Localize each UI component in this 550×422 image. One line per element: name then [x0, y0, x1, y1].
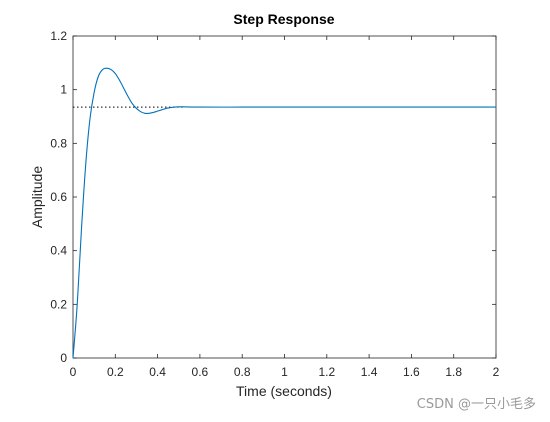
x-tick-label: 0.2 — [107, 365, 124, 379]
y-axis-label: Amplitude — [29, 166, 45, 228]
x-tick-label: 0 — [70, 365, 77, 379]
x-axis-label: Time (seconds) — [236, 383, 332, 399]
step-response-line — [72, 67, 496, 359]
x-tick-label: 0.8 — [234, 365, 251, 379]
x-tick-label: 2 — [493, 365, 500, 379]
x-tick-label: 0.6 — [192, 365, 209, 379]
x-tick-label: 1 — [281, 365, 288, 379]
y-tick-label: 0.8 — [50, 136, 67, 150]
chart-title: Step Response — [233, 11, 334, 27]
y-tick-label: 0.6 — [50, 190, 67, 204]
y-tick-label: 1 — [60, 83, 67, 97]
y-tick-label: 1.2 — [50, 29, 67, 43]
y-tick-label: 0.4 — [50, 244, 67, 258]
y-tick-label: 0.2 — [50, 297, 67, 311]
y-tick-label: 0 — [60, 351, 67, 365]
watermark-text: CSDN @一只小毛多 — [416, 397, 536, 412]
x-tick-label: 1.2 — [318, 365, 335, 379]
x-tick-label: 1.8 — [445, 365, 462, 379]
x-tick-label: 1.6 — [403, 365, 420, 379]
axes-box — [72, 35, 497, 359]
x-tick-label: 0.4 — [149, 365, 166, 379]
x-tick-label: 1.4 — [361, 365, 378, 379]
